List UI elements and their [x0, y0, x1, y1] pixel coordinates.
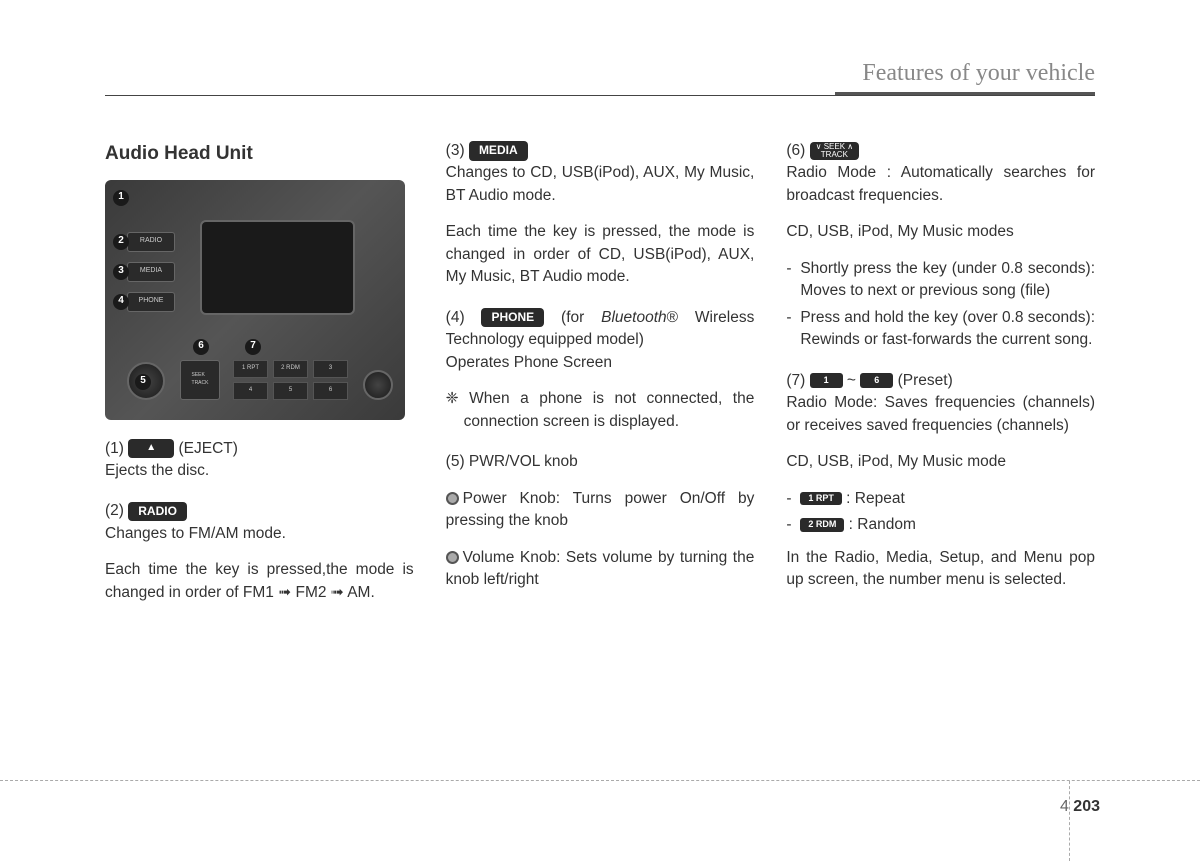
item-6-text1: Radio Mode : Automatically searches for … — [786, 162, 1095, 207]
header-rule — [105, 95, 1095, 96]
callout-1: 1 — [113, 190, 129, 206]
item-4-header: (4) PHONE (for Bluetooth® Wireless Techn… — [446, 307, 755, 352]
item-3-text1: Changes to CD, USB(iPod), AUX, My Music,… — [446, 162, 755, 207]
callout-3: 3 — [113, 264, 129, 280]
device-radio-btn: RADIO — [127, 232, 175, 252]
page-num-value: 203 — [1073, 798, 1100, 815]
column-3: (6) ∨ SEEK ∧ TRACK Radio Mode : Automati… — [786, 140, 1095, 618]
callout-7: 7 — [245, 339, 261, 355]
item-5-t2: Volume Knob: Sets volume by turning the … — [446, 549, 755, 588]
dash-marker: - — [786, 488, 800, 510]
item-2-text2: Each time the key is pressed,the mode is… — [105, 559, 414, 604]
item-6-bullet1: - Shortly press the key (under 0.8 secon… — [786, 258, 1095, 303]
item-4-num: (4) — [446, 309, 465, 326]
item-7-text3: In the Radio, Media, Setup, and Menu pop… — [786, 547, 1095, 592]
item-5-text2: Volume Knob: Sets volume by turning the … — [446, 547, 755, 592]
device-media-btn: MEDIA — [127, 262, 175, 282]
item-5-label: (5) PWR/VOL knob — [446, 451, 755, 473]
item-6-b1-text: Shortly press the key (under 0.8 seconds… — [800, 258, 1095, 303]
seek-l2: TRACK — [821, 150, 848, 159]
knob-icon-2 — [446, 551, 459, 564]
item-5-t1: Power Knob: Turns power On/Off by pressi… — [446, 490, 755, 529]
item-7-b2: 2 RDM : Random — [800, 514, 1095, 536]
item-1-label: (EJECT) — [178, 440, 237, 457]
preset-1-pill: 1 — [810, 373, 843, 388]
item-1-num: (1) — [105, 440, 124, 457]
item-7-num: (7) — [786, 372, 805, 389]
callout-5: 5 — [135, 374, 151, 390]
device-seek-btn: SEEKTRACK — [180, 360, 220, 400]
dash-marker: - — [786, 514, 800, 536]
item-7-b1-text: : Repeat — [842, 490, 905, 507]
item-7-label: (Preset) — [893, 372, 952, 389]
item-6-header: (6) ∨ SEEK ∧ TRACK — [786, 140, 1095, 162]
item-7-header: (7) 1 ~ 6 (Preset) — [786, 370, 1095, 392]
page-header: Features of your vehicle — [862, 60, 1095, 87]
column-1: Audio Head Unit RADIO MEDIA PHONE 1 RPT … — [105, 140, 414, 618]
item-7-bullet1: - 1 RPT : Repeat — [786, 488, 1095, 510]
item-7-b1: 1 RPT : Repeat — [800, 488, 1095, 510]
page-number: 4 203 — [1060, 798, 1100, 816]
item-3-num: (3) — [446, 142, 465, 159]
item-6-b2-text: Press and hold the key (over 0.8 seconds… — [800, 307, 1095, 352]
audio-unit-photo: RADIO MEDIA PHONE 1 RPT 2 RDM 3 4 5 6 SE… — [105, 180, 405, 420]
chapter-num: 4 — [1060, 798, 1069, 815]
item-4-prefix: (for — [561, 309, 601, 326]
tilde: ~ — [843, 372, 861, 389]
column-2: (3) MEDIA Changes to CD, USB(iPod), AUX,… — [446, 140, 755, 618]
eject-icon: ▲ — [128, 439, 174, 458]
item-7-b2-text: : Random — [844, 516, 916, 533]
device-screen — [200, 220, 355, 315]
item-5-text1: Power Knob: Turns power On/Off by pressi… — [446, 488, 755, 533]
preset-6-pill: 6 — [860, 373, 893, 388]
device-preset-3: 3 — [313, 360, 348, 378]
item-6-bullet2: - Press and hold the key (over 0.8 secon… — [786, 307, 1095, 352]
item-3-header: (3) MEDIA — [446, 140, 755, 162]
item-7-text2: CD, USB, iPod, My Music mode — [786, 451, 1095, 473]
device-folder-knob — [363, 370, 393, 400]
item-6-text2: CD, USB, iPod, My Music modes — [786, 221, 1095, 243]
footer-dashed-line — [0, 780, 1200, 781]
item-2-header: (2) RADIO — [105, 500, 414, 522]
device-preset-1: 1 RPT — [233, 360, 268, 378]
device-phone-btn: PHONE — [127, 292, 175, 312]
item-7-bullet2: - 2 RDM : Random — [786, 514, 1095, 536]
device-preset-5: 5 — [273, 382, 308, 400]
item-4-note: ❈ When a phone is not connected, the con… — [446, 388, 755, 433]
callout-2: 2 — [113, 234, 129, 250]
rpt-pill: 1 RPT — [800, 492, 842, 505]
radio-pill: RADIO — [128, 502, 187, 521]
section-title: Audio Head Unit — [105, 140, 414, 168]
dash-marker: - — [786, 258, 800, 303]
item-4-text1: Operates Phone Screen — [446, 352, 755, 374]
item-2-num: (2) — [105, 502, 124, 519]
device-preset-2: 2 RDM — [273, 360, 308, 378]
knob-icon-1 — [446, 492, 459, 505]
item-7-text1: Radio Mode: Saves frequencies (channels)… — [786, 392, 1095, 437]
bluetooth-text: Bluetooth — [601, 309, 667, 326]
item-3-text2: Each time the key is pressed, the mode i… — [446, 221, 755, 288]
rdm-pill: 2 RDM — [800, 518, 844, 531]
callout-4: 4 — [113, 294, 129, 310]
seek-track-pill: ∨ SEEK ∧ TRACK — [810, 142, 860, 160]
dash-marker: - — [786, 307, 800, 352]
item-1-text: Ejects the disc. — [105, 460, 414, 482]
item-2-text1: Changes to FM/AM mode. — [105, 523, 414, 545]
footer-vertical-line — [1069, 781, 1070, 861]
item-1-header: (1) ▲ (EJECT) — [105, 438, 414, 460]
device-preset-6: 6 — [313, 382, 348, 400]
phone-pill: PHONE — [481, 308, 544, 327]
device-preset-4: 4 — [233, 382, 268, 400]
item-6-num: (6) — [786, 142, 805, 159]
media-pill: MEDIA — [469, 141, 528, 160]
callout-6: 6 — [193, 339, 209, 355]
content-area: Audio Head Unit RADIO MEDIA PHONE 1 RPT … — [105, 140, 1095, 618]
